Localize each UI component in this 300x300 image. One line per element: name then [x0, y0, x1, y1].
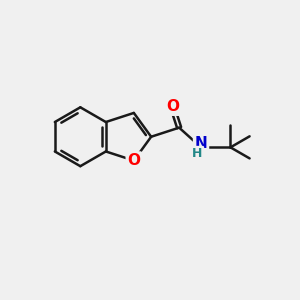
Text: O: O: [166, 99, 179, 114]
Text: N: N: [195, 136, 207, 151]
Text: H: H: [192, 147, 203, 160]
Text: O: O: [127, 153, 140, 168]
